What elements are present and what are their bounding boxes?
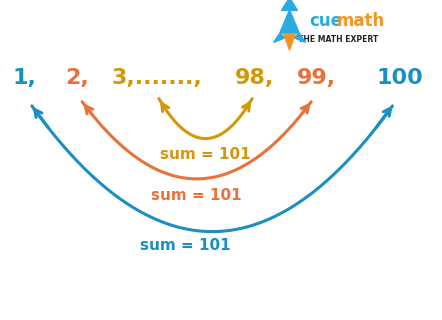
Polygon shape [282,0,297,11]
Text: sum = 101: sum = 101 [151,188,242,204]
Polygon shape [284,34,295,50]
Text: 99,: 99, [297,68,335,88]
Text: 1,: 1, [12,68,36,88]
Text: sum = 101: sum = 101 [140,238,231,253]
Text: 2,: 2, [65,68,89,88]
Text: 98,: 98, [235,68,274,88]
Text: cue: cue [309,12,343,30]
Polygon shape [274,33,285,43]
Polygon shape [280,10,299,33]
Text: 3,.......,: 3,......., [111,68,202,88]
Text: math: math [337,12,385,30]
Polygon shape [294,33,305,43]
Text: THE MATH EXPERT: THE MATH EXPERT [298,35,378,44]
Text: sum = 101: sum = 101 [160,147,251,162]
Text: 100: 100 [377,68,423,88]
